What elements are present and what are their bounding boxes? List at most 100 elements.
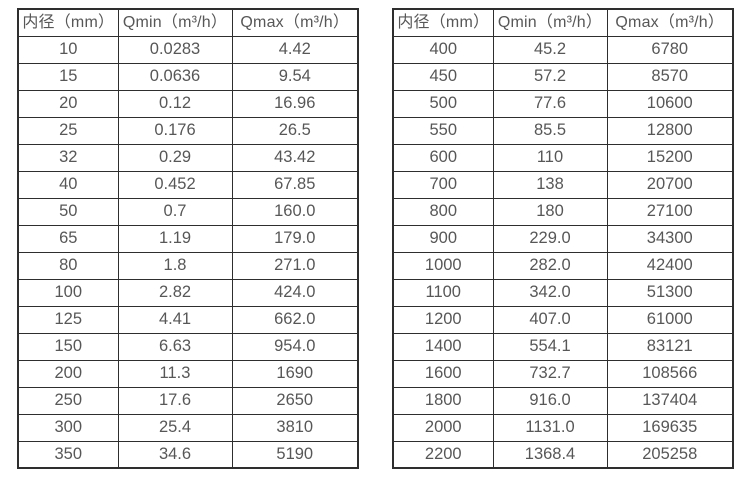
- table-row: 700 138 20700: [392, 170, 734, 199]
- data-cell: 108566: [606, 359, 734, 388]
- data-cell: 1000: [392, 251, 494, 280]
- data-cell: 205258: [606, 440, 734, 469]
- table-row: 125 4.41 662.0: [17, 305, 359, 334]
- data-cell: 0.176: [117, 116, 233, 145]
- table-row: 450 57.2 8570: [392, 62, 734, 91]
- data-cell: 271.0: [231, 251, 359, 280]
- data-cell: 42400: [606, 251, 734, 280]
- column-header: Qmax（m³/h）: [231, 8, 359, 37]
- data-cell: 0.12: [117, 89, 233, 118]
- data-cell: 500: [392, 89, 494, 118]
- table-row: 40 0.452 67.85: [17, 170, 359, 199]
- data-cell: 11.3: [117, 359, 233, 388]
- data-cell: 282.0: [492, 251, 608, 280]
- data-cell: 1200: [392, 305, 494, 334]
- data-cell: 954.0: [231, 332, 359, 361]
- data-cell: 1.8: [117, 251, 233, 280]
- data-cell: 424.0: [231, 278, 359, 307]
- data-cell: 900: [392, 224, 494, 253]
- data-cell: 229.0: [492, 224, 608, 253]
- table-row: 10 0.0283 4.42: [17, 35, 359, 64]
- column-header: 内径（mm）: [17, 8, 119, 37]
- data-cell: 700: [392, 170, 494, 199]
- table-row: 32 0.29 43.42: [17, 143, 359, 172]
- data-cell: 169635: [606, 413, 734, 442]
- data-cell: 51300: [606, 278, 734, 307]
- data-cell: 77.6: [492, 89, 608, 118]
- table-row: 20 0.12 16.96: [17, 89, 359, 118]
- table-row: 600 110 15200: [392, 143, 734, 172]
- column-header: Qmin（m³/h）: [117, 8, 233, 37]
- data-cell: 32: [17, 143, 119, 172]
- data-cell: 342.0: [492, 278, 608, 307]
- data-cell: 800: [392, 197, 494, 226]
- data-cell: 732.7: [492, 359, 608, 388]
- table-row: 15 0.0636 9.54: [17, 62, 359, 91]
- table-row: 2000 1131.0 169635: [392, 413, 734, 442]
- table-row: 1400 554.1 83121: [392, 332, 734, 361]
- data-cell: 100: [17, 278, 119, 307]
- data-cell: 1690: [231, 359, 359, 388]
- data-cell: 26.5: [231, 116, 359, 145]
- data-cell: 6780: [606, 35, 734, 64]
- data-cell: 57.2: [492, 62, 608, 91]
- table-row: 25 0.176 26.5: [17, 116, 359, 145]
- data-cell: 2000: [392, 413, 494, 442]
- data-cell: 34.6: [117, 440, 233, 469]
- data-cell: 0.0636: [117, 62, 233, 91]
- data-cell: 1368.4: [492, 440, 608, 469]
- data-cell: 550: [392, 116, 494, 145]
- data-cell: 10: [17, 35, 119, 64]
- data-cell: 45.2: [492, 35, 608, 64]
- data-cell: 12800: [606, 116, 734, 145]
- table-row: 65 1.19 179.0: [17, 224, 359, 253]
- flow-spec-table-large-diameters: 内径（mm） Qmin（m³/h） Qmax（m³/h） 400 45.2 6780 450…: [392, 8, 734, 469]
- table-row: 1600 732.7 108566: [392, 359, 734, 388]
- data-cell: 15200: [606, 143, 734, 172]
- data-cell: 916.0: [492, 386, 608, 415]
- data-cell: 83121: [606, 332, 734, 361]
- data-cell: 554.1: [492, 332, 608, 361]
- table-row: 1800 916.0 137404: [392, 386, 734, 415]
- data-cell: 138: [492, 170, 608, 199]
- data-cell: 20700: [606, 170, 734, 199]
- header-row: 内径（mm） Qmin（m³/h） Qmax（m³/h）: [392, 8, 734, 37]
- data-cell: 65: [17, 224, 119, 253]
- data-cell: 1800: [392, 386, 494, 415]
- column-header: Qmax（m³/h）: [606, 8, 734, 37]
- data-cell: 179.0: [231, 224, 359, 253]
- data-cell: 1600: [392, 359, 494, 388]
- data-cell: 27100: [606, 197, 734, 226]
- table-row: 200 11.3 1690: [17, 359, 359, 388]
- data-cell: 40: [17, 170, 119, 199]
- table-row: 1200 407.0 61000: [392, 305, 734, 334]
- table-row: 150 6.63 954.0: [17, 332, 359, 361]
- data-cell: 80: [17, 251, 119, 280]
- data-cell: 200: [17, 359, 119, 388]
- data-cell: 300: [17, 413, 119, 442]
- data-cell: 180: [492, 197, 608, 226]
- data-cell: 250: [17, 386, 119, 415]
- data-cell: 400: [392, 35, 494, 64]
- data-cell: 0.452: [117, 170, 233, 199]
- data-cell: 1.19: [117, 224, 233, 253]
- data-cell: 34300: [606, 224, 734, 253]
- data-cell: 160.0: [231, 197, 359, 226]
- data-cell: 137404: [606, 386, 734, 415]
- data-cell: 110: [492, 143, 608, 172]
- data-cell: 4.42: [231, 35, 359, 64]
- table-row: 1100 342.0 51300: [392, 278, 734, 307]
- column-header: 内径（mm）: [392, 8, 494, 37]
- data-cell: 8570: [606, 62, 734, 91]
- data-cell: 450: [392, 62, 494, 91]
- data-cell: 2650: [231, 386, 359, 415]
- data-cell: 2200: [392, 440, 494, 469]
- data-cell: 16.96: [231, 89, 359, 118]
- table-row: 500 77.6 10600: [392, 89, 734, 118]
- data-cell: 2.82: [117, 278, 233, 307]
- flow-spec-tables-container: 内径（mm） Qmin（m³/h） Qmax（m³/h） 10 0.0283 4.42 15…: [17, 8, 734, 469]
- table-row: 550 85.5 12800: [392, 116, 734, 145]
- data-cell: 67.85: [231, 170, 359, 199]
- data-cell: 61000: [606, 305, 734, 334]
- data-cell: 10600: [606, 89, 734, 118]
